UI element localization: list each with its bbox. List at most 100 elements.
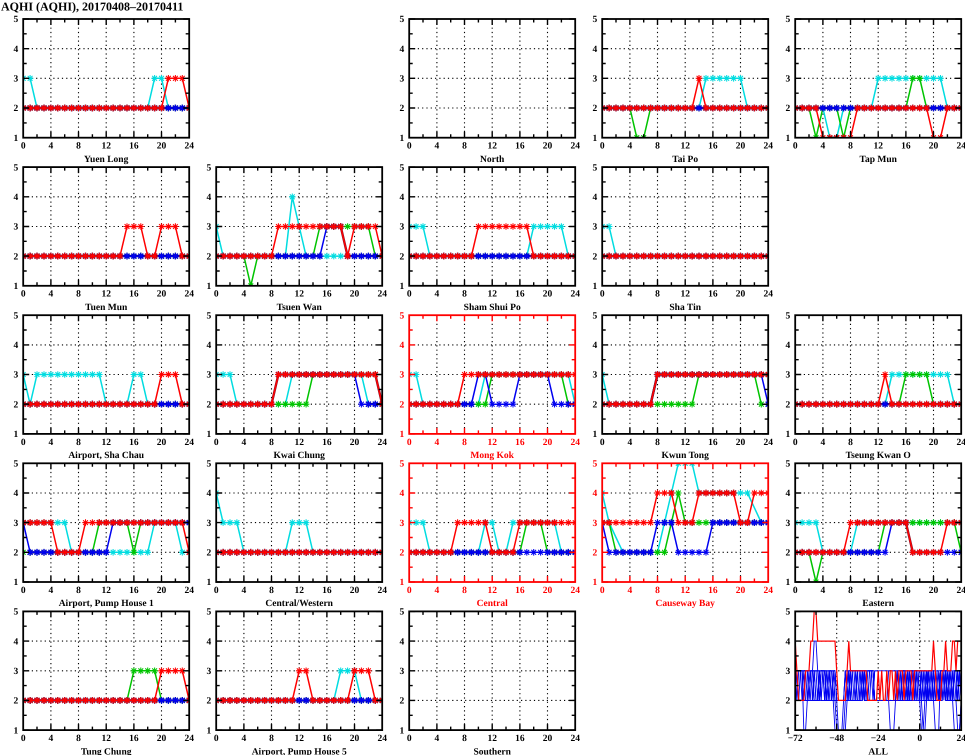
svg-text:24: 24 <box>763 438 773 448</box>
svg-text:1: 1 <box>206 726 211 736</box>
svg-text:24: 24 <box>377 586 387 596</box>
svg-text:1: 1 <box>399 282 404 292</box>
svg-text:16: 16 <box>515 290 525 300</box>
svg-text:16: 16 <box>708 142 718 152</box>
svg-text:12: 12 <box>294 290 304 300</box>
svg-text:3: 3 <box>785 371 790 381</box>
svg-text:8: 8 <box>848 586 853 596</box>
svg-text:12: 12 <box>487 290 497 300</box>
svg-text:4: 4 <box>785 637 790 647</box>
svg-text:20: 20 <box>929 438 939 448</box>
svg-text:Tuen Mun: Tuen Mun <box>85 303 128 313</box>
svg-text:5: 5 <box>399 311 404 321</box>
svg-text:0: 0 <box>600 142 605 152</box>
svg-text:2: 2 <box>399 549 404 559</box>
svg-text:24: 24 <box>184 438 194 448</box>
svg-text:20: 20 <box>543 586 553 596</box>
svg-text:5: 5 <box>785 311 790 321</box>
svg-text:16: 16 <box>708 438 718 448</box>
svg-text:1: 1 <box>399 578 404 588</box>
svg-text:3: 3 <box>399 519 404 529</box>
svg-text:2: 2 <box>206 697 211 707</box>
svg-text:12: 12 <box>873 142 883 152</box>
svg-text:12: 12 <box>101 290 111 300</box>
svg-text:4: 4 <box>628 438 633 448</box>
svg-text:0: 0 <box>793 438 798 448</box>
svg-text:5: 5 <box>206 460 211 470</box>
svg-text:Causeway Bay: Causeway Bay <box>656 599 716 609</box>
svg-text:8: 8 <box>462 142 467 152</box>
svg-text:20: 20 <box>736 142 746 152</box>
svg-text:12: 12 <box>101 142 111 152</box>
svg-text:0: 0 <box>407 734 412 744</box>
svg-text:4: 4 <box>399 637 404 647</box>
svg-text:0: 0 <box>917 734 922 744</box>
svg-text:5: 5 <box>399 163 404 173</box>
svg-text:5: 5 <box>399 460 404 470</box>
svg-text:5: 5 <box>13 460 18 470</box>
svg-text:3: 3 <box>399 75 404 85</box>
svg-text:1: 1 <box>399 134 404 144</box>
svg-text:20: 20 <box>543 734 553 744</box>
svg-text:2: 2 <box>13 400 18 410</box>
svg-text:1: 1 <box>399 430 404 440</box>
svg-text:4: 4 <box>242 438 247 448</box>
svg-text:8: 8 <box>269 290 274 300</box>
svg-text:4: 4 <box>435 142 440 152</box>
svg-text:8: 8 <box>76 142 81 152</box>
svg-text:12: 12 <box>101 586 111 596</box>
svg-text:16: 16 <box>901 586 911 596</box>
svg-text:1: 1 <box>592 134 597 144</box>
svg-text:4: 4 <box>13 489 18 499</box>
svg-text:8: 8 <box>462 586 467 596</box>
svg-text:1: 1 <box>13 430 18 440</box>
svg-text:1: 1 <box>13 134 18 144</box>
svg-text:0: 0 <box>793 586 798 596</box>
svg-text:1: 1 <box>592 282 597 292</box>
svg-text:1: 1 <box>13 578 18 588</box>
svg-text:20: 20 <box>736 290 746 300</box>
svg-text:0: 0 <box>600 290 605 300</box>
svg-text:8: 8 <box>76 290 81 300</box>
svg-text:8: 8 <box>76 586 81 596</box>
svg-text:Tap Mun: Tap Mun <box>859 155 897 165</box>
svg-text:4: 4 <box>242 586 247 596</box>
svg-text:20: 20 <box>157 142 167 152</box>
svg-text:4: 4 <box>592 193 597 203</box>
svg-text:2: 2 <box>206 400 211 410</box>
svg-text:20: 20 <box>543 142 553 152</box>
svg-text:3: 3 <box>206 223 211 233</box>
svg-text:8: 8 <box>655 586 660 596</box>
svg-text:3: 3 <box>206 371 211 381</box>
svg-text:24: 24 <box>570 142 580 152</box>
svg-text:4: 4 <box>592 489 597 499</box>
svg-text:3: 3 <box>13 223 18 233</box>
svg-text:5: 5 <box>399 608 404 618</box>
svg-text:1: 1 <box>13 282 18 292</box>
svg-text:Central/Western: Central/Western <box>265 599 333 609</box>
svg-text:12: 12 <box>873 586 883 596</box>
svg-text:5: 5 <box>13 15 18 25</box>
svg-text:5: 5 <box>785 15 790 25</box>
svg-text:4: 4 <box>821 142 826 152</box>
svg-text:24: 24 <box>956 142 965 152</box>
svg-text:4: 4 <box>435 438 440 448</box>
svg-text:Airport, Pump House 5: Airport, Pump House 5 <box>252 747 347 755</box>
svg-text:24: 24 <box>184 734 194 744</box>
svg-text:5: 5 <box>592 311 597 321</box>
svg-text:8: 8 <box>848 142 853 152</box>
svg-text:0: 0 <box>214 438 219 448</box>
svg-text:4: 4 <box>49 290 54 300</box>
svg-text:4: 4 <box>592 45 597 55</box>
svg-text:4: 4 <box>628 142 633 152</box>
svg-text:2: 2 <box>785 400 790 410</box>
svg-text:2: 2 <box>592 549 597 559</box>
svg-text:3: 3 <box>206 667 211 677</box>
svg-text:20: 20 <box>157 734 167 744</box>
svg-text:0: 0 <box>21 734 26 744</box>
svg-text:5: 5 <box>206 163 211 173</box>
svg-text:0: 0 <box>600 438 605 448</box>
svg-text:North: North <box>480 155 505 165</box>
svg-text:8: 8 <box>76 734 81 744</box>
svg-text:Central: Central <box>477 599 508 609</box>
